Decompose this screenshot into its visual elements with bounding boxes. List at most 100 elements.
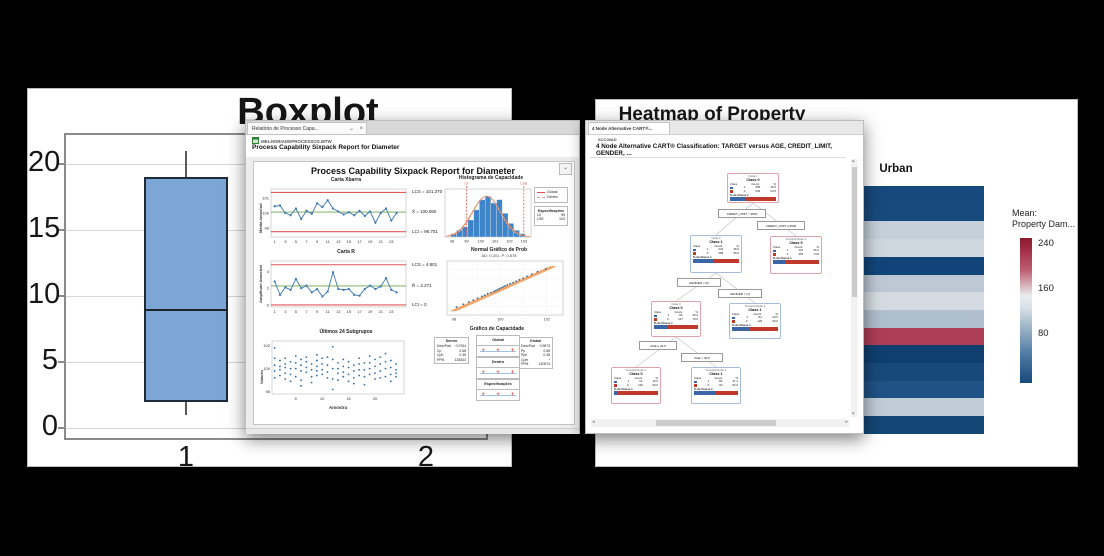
bar-red [750,327,778,332]
cart-tab[interactable]: 4 Node Alternative CART®... [588,122,670,134]
svg-text:9: 9 [316,309,319,314]
y-tick-label: 20 [28,146,61,178]
spec-name: LSE [537,217,544,222]
stat-value: 0.68 [459,348,466,353]
node-class-bar [730,197,776,202]
center-label: X̄ = 100.060 [412,209,437,215]
spec-name: LII [537,212,541,217]
header-cell: Class [732,311,740,316]
y-tick-mark [58,163,65,165]
node-footer-label: % de Classe 1 [773,255,792,260]
tab-chevron-icon[interactable]: ⌄ [348,126,354,132]
cell: 126 [757,318,763,323]
node-title: Node 2 [711,236,721,240]
stat-value: 0.9873 [539,344,550,348]
node-table-header: Class Count% [694,376,738,381]
expand-chevron-button[interactable]: ⌄ [559,163,572,175]
stat-name: PPM [437,357,445,362]
cell: 47.1 [732,379,738,384]
svg-text:100: 100 [262,210,269,215]
probplot-subtitle: AD: 0.201, P: 0.878 [481,253,517,258]
svg-text:2: 2 [267,286,270,291]
node-class-label: Class 1 [748,308,762,313]
tree-node-7: Terminal Node 2 Class 1 Class Count% 1 80 47.1… [691,367,741,404]
node-class-label: Class 1 [709,240,723,245]
node-table-row: 0 645 64.5 [730,189,776,194]
split-label-4: GENDER = (1) [718,289,762,298]
cell: 0 [706,250,709,255]
table-row: Ppk 0.36 [521,353,550,358]
legend-tick-label: 240 [1038,238,1054,249]
ucl-label: LCS = 4.801 [412,261,438,267]
header-cell: Class [654,309,662,314]
interval-line [480,373,516,374]
svg-text:23: 23 [389,239,394,244]
cell: 1 [706,247,709,252]
node-title: Terminal Node 1 [625,368,647,372]
scroll-left-arrow[interactable]: ◂ [592,419,595,425]
interval-marker: + [481,391,486,398]
svg-text:98: 98 [266,389,271,394]
class-swatch [732,316,735,320]
split-label-5: AGE ≤ 30.5 [639,341,677,350]
specs-row: LII 99 [537,213,565,218]
node-footer-label: % de Classe 1 [614,386,633,391]
scroll-right-arrow[interactable]: ▸ [845,419,848,425]
class-swatch [694,380,697,384]
node-table-row: 1 14 10.0 [614,380,658,384]
horizontal-scroll-thumb[interactable] [656,420,776,426]
stat-value: 0.36 [543,353,550,358]
split-label-3: GENDER = (0) [677,278,721,287]
probplot-svg: 98 100 102 [446,260,564,322]
tab-close-icon[interactable]: × [359,126,363,132]
vertical-scroll-thumb[interactable] [852,167,857,297]
svg-text:15: 15 [346,396,351,401]
node-table-header: Class Count% [614,376,658,381]
svg-text:11: 11 [326,309,331,314]
header-cell: Class [773,244,781,249]
minitab-tab[interactable]: Relatório de Processo Capa... ⌄ × [247,122,367,134]
worksheet-icon [252,137,259,144]
node-table-header: Class Count% [732,311,778,317]
bar-blue [614,391,619,396]
interval-marker: + [481,369,486,376]
table-row: DesvPad 0.9764 [437,344,466,349]
lcl-label: LCI = 98.751 [412,228,438,234]
xbar-chart-title: Carta Xbarra [330,177,361,183]
class-swatch [773,253,776,257]
svg-text:98: 98 [450,240,454,244]
scroll-down-arrow[interactable]: ▾ [852,411,855,417]
node-class-bar [693,259,739,264]
class-swatch [614,380,617,384]
heatmap-column-label: Urban [879,163,913,175]
cell: 1 [743,185,746,190]
scroll-up-arrow[interactable]: ▴ [852,158,855,164]
class-swatch [694,384,697,388]
minitab-tab-label: Relatório de Processo Capa... [252,126,319,132]
interval-marker: + [481,347,486,354]
worksheet-link[interactable]: MELHORIADEPROCESSOS.MTW [252,137,332,144]
table-row: PPM 138343 [437,358,466,363]
stat-name: DesvPad [521,344,535,348]
vertical-scrollbar[interactable]: ▴ ▾ [851,159,858,417]
spec-value: 103 [559,217,565,222]
svg-text:LII: LII [464,182,468,186]
y-tick-mark [58,361,65,363]
header-cell: Count [674,309,683,314]
horizontal-scrollbar[interactable]: ◂ ▸ [591,419,849,427]
svg-text:15: 15 [347,309,352,314]
bar-blue [654,325,668,330]
svg-text:LSE: LSE [520,182,527,186]
interval-line [480,395,516,396]
probplot-title: Normal Gráfico de Prob [470,247,528,253]
minitab-window: Relatório de Processo Capa... ⌄ × MELHOR… [245,120,580,434]
svg-text:1: 1 [274,309,277,314]
stat-name: CpK [437,353,444,358]
heatmap-legend-title: Mean: Property Dam... [1012,208,1075,230]
svg-text:10: 10 [320,396,325,401]
svg-text:0: 0 [267,302,270,307]
legend-swatch [537,191,545,193]
svg-text:17: 17 [357,309,362,314]
